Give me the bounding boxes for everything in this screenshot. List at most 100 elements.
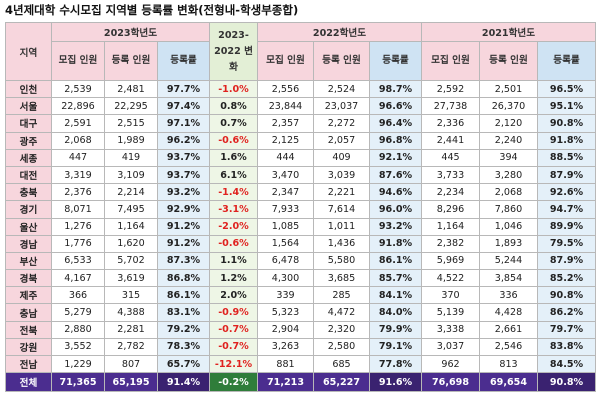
change-cell: -3.1% xyxy=(209,200,258,219)
table-row: 경남 1,776 1,620 91.2% -0.6% 1,564 1,436 91.8% 2,3… xyxy=(5,234,596,253)
rate-2022-cell: 86.1% xyxy=(369,251,422,271)
rate-2021-cell: 85.2% xyxy=(537,269,596,288)
enrolled-header-2021: 등록 인원 xyxy=(479,41,538,81)
rate-2022-cell: 98.7% xyxy=(369,79,422,99)
rate-2022-cell: 96.6% xyxy=(369,97,422,116)
recruit-2021-cell: 2,382 xyxy=(421,234,480,253)
rate-2022-cell: 79.1% xyxy=(369,337,422,357)
rate-header-2023: 등록률 xyxy=(157,41,210,81)
recruit-2023-cell: 1,776 xyxy=(51,234,105,253)
rate-2023-cell: 93.2% xyxy=(157,183,210,202)
total-change: -0.2% xyxy=(209,372,258,393)
total-rate-2023: 91.4% xyxy=(157,372,210,393)
recruit-2023-cell: 366 xyxy=(51,286,105,305)
rate-2022-cell: 94.6% xyxy=(369,183,422,202)
table-row: 부산 6,533 5,702 87.3% 1.1% 6,478 5,580 86.1% 5,96… xyxy=(5,251,596,271)
table-row: 대전 3,319 3,109 93.7% 6.1% 3,470 3,039 87.6% 3,73… xyxy=(5,165,596,185)
rate-2023-cell: 86.8% xyxy=(157,269,210,288)
enrolled-2021-cell: 26,370 xyxy=(479,97,538,116)
recruit-2021-cell: 5,969 xyxy=(421,251,480,271)
rate-2023-cell: 86.1% xyxy=(157,286,210,305)
change-cell: -1.4% xyxy=(209,183,258,202)
region-header: 지역 xyxy=(5,22,52,81)
recruit-2022-cell: 881 xyxy=(257,354,314,374)
change-header: 2023-2022 변화 xyxy=(209,22,258,81)
rate-2021-cell: 87.9% xyxy=(537,251,596,271)
total-rate-2022: 91.6% xyxy=(369,372,422,393)
region-cell: 경남 xyxy=(5,234,52,253)
enrolled-2022-cell: 409 xyxy=(313,148,370,167)
enrolled-2023-cell: 5,702 xyxy=(104,251,158,271)
recruit-2021-cell: 8,296 xyxy=(421,200,480,219)
enrolled-2021-cell: 394 xyxy=(479,148,538,167)
change-cell: 2.0% xyxy=(209,286,258,305)
recruit-2023-cell: 2,539 xyxy=(51,79,105,99)
enrolled-2023-cell: 807 xyxy=(104,354,158,374)
rate-2022-cell: 96.8% xyxy=(369,131,422,150)
change-cell: 1.1% xyxy=(209,251,258,271)
recruit-2022-cell: 339 xyxy=(257,286,314,305)
recruit-2023-cell: 2,376 xyxy=(51,183,105,202)
recruit-2022-cell: 2,125 xyxy=(257,131,314,150)
table-row: 인천 2,539 2,481 97.7% -1.0% 2,556 2,524 98.7% 2,5… xyxy=(5,79,596,99)
total-row: 전체 71,365 65,195 91.4% -0.2% 71,213 65,2… xyxy=(5,372,596,393)
rate-2021-cell: 86.2% xyxy=(537,303,596,322)
enrolled-2023-cell: 3,109 xyxy=(104,165,158,185)
change-cell: -12.1% xyxy=(209,354,258,374)
enrolled-2022-cell: 7,614 xyxy=(313,200,370,219)
region-cell: 대구 xyxy=(5,114,52,133)
region-cell: 제주 xyxy=(5,286,52,305)
rate-2021-cell: 83.8% xyxy=(537,337,596,357)
table-row: 전남 1,229 807 65.7% -12.1% 881 685 77.8% 962 813 84… xyxy=(5,354,596,374)
enrolled-2023-cell: 2,515 xyxy=(104,114,158,133)
enrolled-2021-cell: 1,893 xyxy=(479,234,538,253)
enrolled-2023-cell: 419 xyxy=(104,148,158,167)
total-rate-2021: 90.8% xyxy=(537,372,596,393)
enrolled-2021-cell: 2,501 xyxy=(479,79,538,99)
recruit-2022-cell: 1,564 xyxy=(257,234,314,253)
enrolled-2021-cell: 3,280 xyxy=(479,165,538,185)
region-cell: 충북 xyxy=(5,183,52,202)
recruit-2021-cell: 3,733 xyxy=(421,165,480,185)
table-row: 강원 3,552 2,782 78.3% -0.7% 3,263 2,580 79.1% 3,0… xyxy=(5,337,596,357)
recruit-2022-cell: 2,357 xyxy=(257,114,314,133)
rate-2021-cell: 95.1% xyxy=(537,97,596,116)
enrolled-2022-cell: 3,039 xyxy=(313,165,370,185)
rate-header-2022: 등록률 xyxy=(369,41,422,81)
rate-2023-cell: 96.2% xyxy=(157,131,210,150)
enrolled-2022-cell: 1,011 xyxy=(313,217,370,236)
year-2021-header: 2021학년도 xyxy=(421,22,596,42)
table-row: 경기 8,071 7,495 92.9% -3.1% 7,933 7,614 96.0% 8,2… xyxy=(5,200,596,219)
recruit-2021-cell: 370 xyxy=(421,286,480,305)
recruit-2021-cell: 2,592 xyxy=(421,79,480,99)
enrolled-2023-cell: 4,388 xyxy=(104,303,158,322)
recruit-header-2022: 모집 인원 xyxy=(257,41,314,81)
recruit-2022-cell: 2,347 xyxy=(257,183,314,202)
enrolled-2023-cell: 1,989 xyxy=(104,131,158,150)
rate-2023-cell: 93.7% xyxy=(157,165,210,185)
rate-2023-cell: 83.1% xyxy=(157,303,210,322)
rate-header-2021: 등록률 xyxy=(537,41,596,81)
recruit-header-2021: 모집 인원 xyxy=(421,41,480,81)
recruit-2023-cell: 447 xyxy=(51,148,105,167)
recruit-2022-cell: 5,323 xyxy=(257,303,314,322)
rate-2023-cell: 79.2% xyxy=(157,320,210,339)
region-cell: 경기 xyxy=(5,200,52,219)
table-row: 제주 366 315 86.1% 2.0% 339 285 84.1% 370 336 90.8% xyxy=(5,286,596,305)
recruit-2021-cell: 445 xyxy=(421,148,480,167)
rate-2021-cell: 90.8% xyxy=(537,286,596,305)
recruit-2023-cell: 3,319 xyxy=(51,165,105,185)
region-cell: 대전 xyxy=(5,165,52,185)
enrolled-2022-cell: 2,320 xyxy=(313,320,370,339)
total-enrolled-2022: 65,227 xyxy=(313,372,370,393)
year-2022-header: 2022학년도 xyxy=(257,22,422,42)
table-row: 울산 1,276 1,164 91.2% -2.0% 1,085 1,011 93.2% 1,1… xyxy=(5,217,596,236)
recruit-2023-cell: 22,896 xyxy=(51,97,105,116)
recruit-header-2023: 모집 인원 xyxy=(51,41,105,81)
region-cell: 광주 xyxy=(5,131,52,150)
table-row: 대구 2,591 2,515 97.1% 0.7% 2,357 2,272 96.4% 2,33… xyxy=(5,114,596,133)
table-row: 경북 4,167 3,619 86.8% 1.2% 4,300 3,685 85.7% 4,52… xyxy=(5,269,596,288)
change-cell: -1.0% xyxy=(209,79,258,99)
rate-2022-cell: 84.1% xyxy=(369,286,422,305)
enrollment-table: 지역 2023학년도 2023-2022 변화 2022학년도 2021학년도 … xyxy=(5,22,596,393)
